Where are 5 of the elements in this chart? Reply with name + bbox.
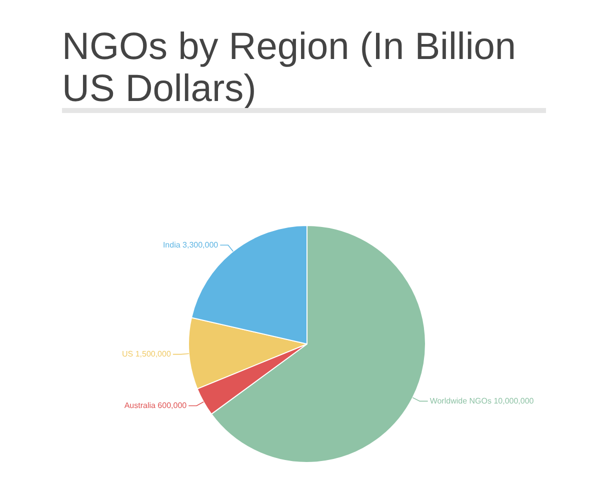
slice-label: India 3,300,000 bbox=[162, 240, 219, 250]
slice-label: Australia 600,000 bbox=[124, 400, 188, 410]
slice-label: Worldwide NGOs 10,000,000 bbox=[430, 396, 534, 406]
chart-title: NGOs by Region (In Billion US Dollars) bbox=[62, 26, 518, 110]
slice-label: US 1,500,000 bbox=[122, 350, 172, 359]
